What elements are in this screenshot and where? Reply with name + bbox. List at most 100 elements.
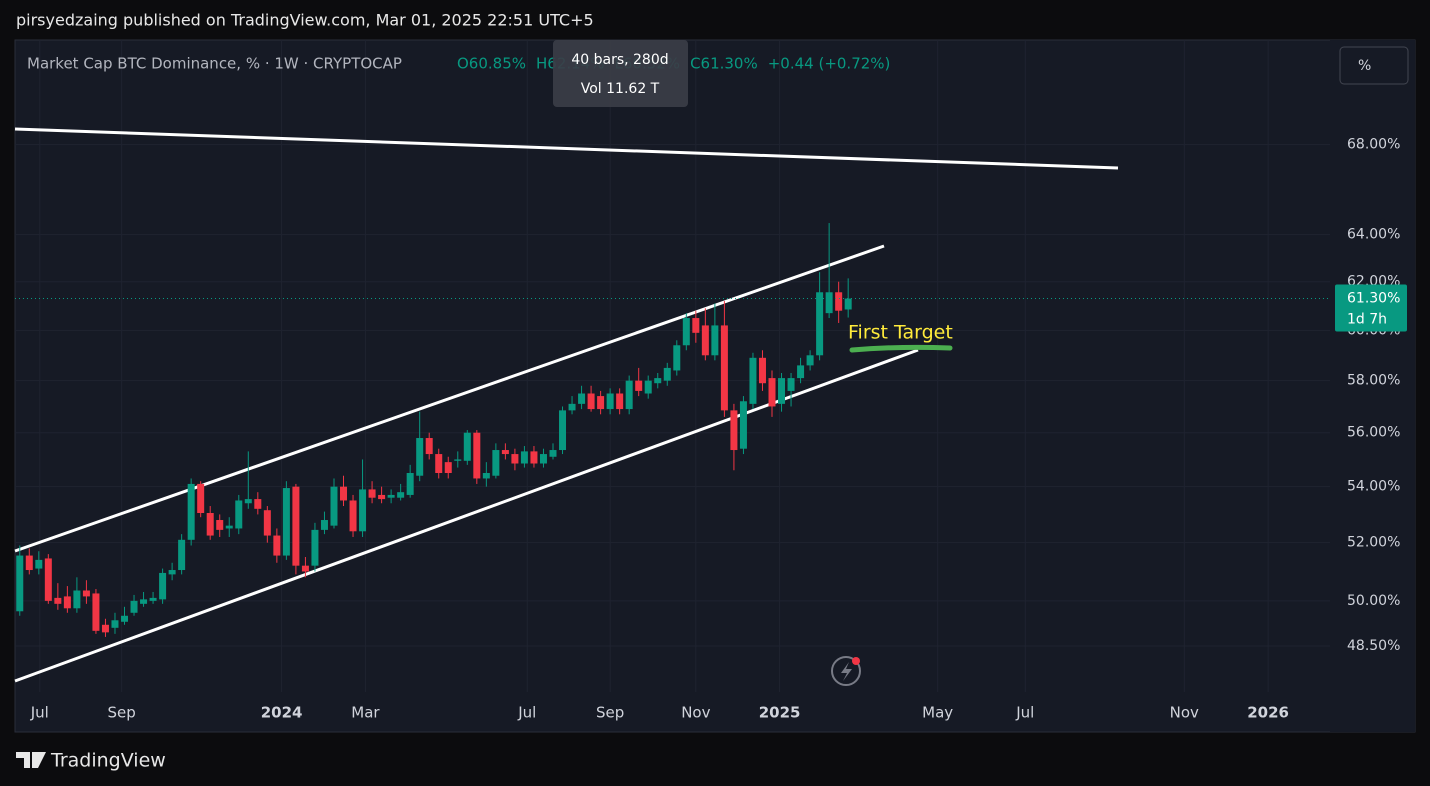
candle-body <box>311 529 319 566</box>
y-tick-label: 58.00% <box>1347 373 1400 389</box>
candle-body <box>235 500 243 529</box>
symbol: Market Cap BTC Dominance, % · 1W · CRYPT… <box>27 55 402 73</box>
footer-logo <box>16 752 46 768</box>
candle-body <box>82 590 90 597</box>
candle-body <box>511 454 519 464</box>
scale-button[interactable] <box>1339 46 1409 85</box>
candle-body <box>559 410 567 451</box>
candle-body <box>463 432 471 461</box>
candle-body <box>578 393 586 404</box>
candle-body <box>416 438 424 476</box>
tooltip <box>553 40 688 107</box>
published-line: pirsyedzaing published on TradingView.co… <box>16 11 594 30</box>
candle-body <box>340 486 348 501</box>
candle-body <box>225 525 233 529</box>
candle-body <box>530 451 538 464</box>
candle-body <box>768 378 776 407</box>
candle-body <box>54 597 62 604</box>
candle-body <box>397 492 405 498</box>
candle-body <box>682 318 690 346</box>
grid <box>15 40 1330 692</box>
alert-bolt <box>841 662 852 681</box>
candle-body <box>635 380 643 391</box>
x-tick-label: 2026 <box>1247 704 1289 722</box>
candle-body <box>168 570 176 575</box>
candle-body <box>616 393 624 410</box>
candle-body <box>568 403 576 411</box>
candle-body <box>254 499 262 509</box>
alert-icon[interactable] <box>831 656 861 686</box>
candle-body <box>44 558 52 601</box>
candle-body <box>758 357 766 384</box>
y-tick-label: 48.50% <box>1347 638 1400 654</box>
x-tick-label: Jul <box>1015 704 1034 722</box>
candle-body <box>130 600 138 613</box>
candle-body <box>368 489 376 498</box>
candle-body <box>406 472 414 495</box>
x-tick-label: Sep <box>596 704 624 722</box>
x-tick-label: Sep <box>108 704 136 722</box>
candle-body <box>606 393 614 410</box>
x-tick-label: 2024 <box>261 704 303 722</box>
candle-body <box>654 378 662 384</box>
candle-body <box>206 513 214 536</box>
candle-body <box>292 486 300 566</box>
candle-body <box>597 396 605 410</box>
candle-body <box>749 357 757 404</box>
candle-body <box>273 535 281 556</box>
y-tick-label: 64.00% <box>1347 227 1400 243</box>
last-price-label: 61.30% <box>1347 291 1400 307</box>
price-axis <box>1330 40 1415 732</box>
candle-body <box>454 459 462 461</box>
candle-body <box>701 325 709 356</box>
y-tick-label: 50.00% <box>1347 593 1400 609</box>
candle-body <box>663 367 671 381</box>
candle-body <box>378 494 386 500</box>
candle-body <box>825 292 833 314</box>
candle-body <box>539 454 547 464</box>
candle-body <box>387 494 395 498</box>
candle-body <box>216 520 224 530</box>
candle-body <box>492 450 500 476</box>
candle-body <box>121 615 129 622</box>
candle-body <box>149 597 157 601</box>
candle-body <box>444 462 452 473</box>
candle-body <box>140 599 148 604</box>
candle-body <box>425 438 433 455</box>
candle-body <box>549 450 557 457</box>
x-tick-label: 2025 <box>759 704 801 722</box>
candle-body <box>711 325 719 356</box>
candle-body <box>263 510 271 536</box>
candle-body <box>435 454 443 473</box>
candle-body <box>787 378 795 391</box>
candle-body <box>730 410 738 451</box>
candle-body <box>92 593 100 631</box>
candle-body <box>73 590 81 609</box>
candle-body <box>778 378 786 404</box>
candle-body <box>739 401 747 449</box>
scale-button-label[interactable]: % <box>1358 58 1371 74</box>
x-tick-label: Jul <box>517 704 536 722</box>
candle-body <box>282 488 290 556</box>
last-price-box <box>1335 284 1407 332</box>
legend-value: +0.44 (+0.72%) <box>768 55 891 73</box>
annotation: First Target <box>848 322 953 344</box>
y-tick-label: 52.00% <box>1347 535 1400 551</box>
candle-body <box>101 624 109 633</box>
candle-body <box>720 325 728 411</box>
channel-upper <box>14 244 885 553</box>
candle-body <box>197 483 205 514</box>
candle-body <box>187 483 195 540</box>
candle-body <box>844 298 852 310</box>
x-tick-label: May <box>922 704 953 722</box>
candles <box>15 223 1330 637</box>
candle-body <box>473 432 481 479</box>
candle-body <box>320 520 328 530</box>
x-tick-label: Nov <box>1170 704 1199 722</box>
candle-body <box>25 555 33 571</box>
candle-body <box>244 499 252 504</box>
channel-lower <box>14 348 919 683</box>
legend-value: O60.85% <box>457 55 526 73</box>
candle-body <box>644 380 652 394</box>
